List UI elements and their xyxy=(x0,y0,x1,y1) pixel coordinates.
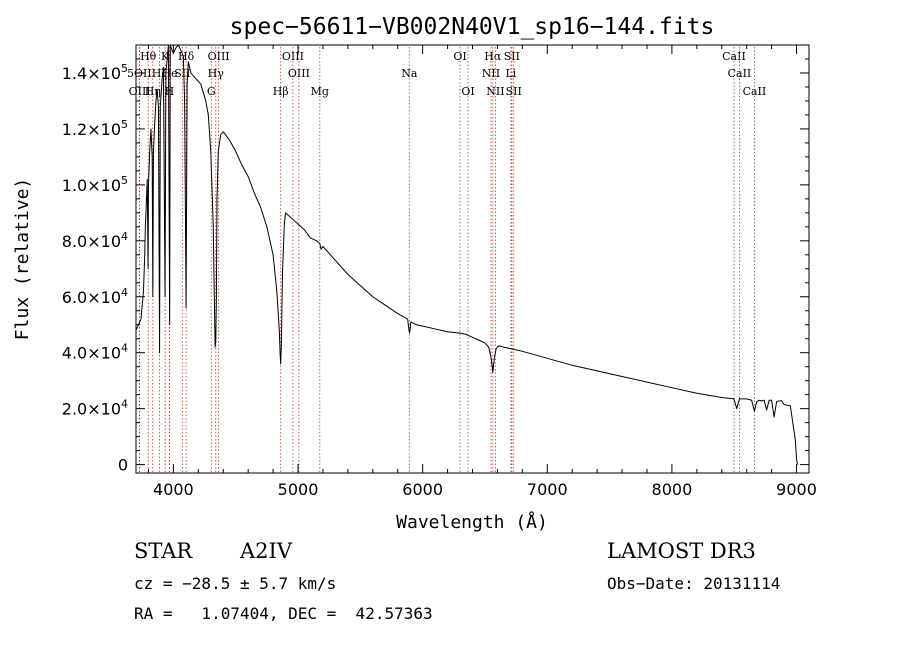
y-axis-label: Flux (relative) xyxy=(12,178,33,341)
x-tick-label: 7000 xyxy=(527,480,568,499)
object-class: STAR xyxy=(134,539,193,563)
line-marker-label: CaII xyxy=(722,50,746,63)
x-axis-label: Wavelength (Å) xyxy=(396,511,548,533)
line-marker-label: G xyxy=(207,85,216,98)
line-marker-label: Hη xyxy=(145,85,161,98)
line-marker-label: Hγ xyxy=(208,67,225,80)
line-marker-label: H xyxy=(165,85,175,98)
line-marker-label: Hα xyxy=(484,50,502,63)
spectrum-line xyxy=(135,44,799,465)
line-marker-label: OIII xyxy=(288,67,310,80)
y-tick-label: 1.4×105 xyxy=(62,62,128,83)
line-marker-label: SII xyxy=(504,50,520,63)
coordinates: RA = 1.07404, DEC = 42.57363 xyxy=(134,604,433,623)
x-tick-label: 5000 xyxy=(278,480,319,499)
line-marker-label: Hθ xyxy=(140,50,157,63)
obs-date: Obs−Date: 20131114 xyxy=(607,574,781,593)
line-marker-label: Hβ xyxy=(273,85,289,98)
line-marker-label: SII xyxy=(506,85,522,98)
line-marker-label: Hδ xyxy=(178,50,195,63)
line-marker-label: Li xyxy=(505,67,516,80)
line-marker-label: Mg xyxy=(311,85,329,98)
line-marker-label: SII xyxy=(174,67,190,80)
x-tick-label: 8000 xyxy=(652,480,693,499)
line-marker-label: OI xyxy=(461,85,474,98)
line-marker-label: OIII xyxy=(282,50,304,63)
object-subclass: A2IV xyxy=(240,539,292,563)
y-tick-label: 1.0×105 xyxy=(62,174,128,195)
x-tick-label: 9000 xyxy=(776,480,817,499)
line-marker-label: CaII xyxy=(728,67,752,80)
line-marker-label: K xyxy=(161,50,170,63)
y-tick-label: 4.0×104 xyxy=(62,342,128,363)
x-tick-label: 4000 xyxy=(153,480,194,499)
x-tick-label: 6000 xyxy=(402,480,443,499)
redshift-value: cz = −28.5 ± 5.7 km/s xyxy=(134,574,337,593)
spectrum-series xyxy=(135,44,799,465)
y-tick-label: 0 xyxy=(118,456,128,475)
line-marker-label: OIII xyxy=(208,50,230,63)
line-marker-label: OIII xyxy=(129,85,151,98)
plot-frame xyxy=(135,44,810,474)
y-tick-label: 6.0×104 xyxy=(62,286,128,307)
line-marker-label: NII xyxy=(482,67,500,80)
line-marker-label: Na xyxy=(401,67,418,80)
line-marker-label: CaII xyxy=(743,85,767,98)
chart-title: spec−56611−VB002N40V1_sp16−144.fits xyxy=(230,14,715,40)
line-marker-label: NII xyxy=(486,85,504,98)
survey-name: LAMOST DR3 xyxy=(607,539,756,563)
line-marker-label: 5OII xyxy=(127,67,152,80)
y-tick-label: 8.0×104 xyxy=(62,230,128,251)
y-tick-label: 2.0×104 xyxy=(62,398,128,419)
y-tick-label: 1.2×105 xyxy=(62,118,128,139)
line-marker-label: OI xyxy=(453,50,466,63)
axes: 4000 5000 6000 7000 8000 9000 0 2.0×104 4.0×104 6… xyxy=(62,45,817,499)
